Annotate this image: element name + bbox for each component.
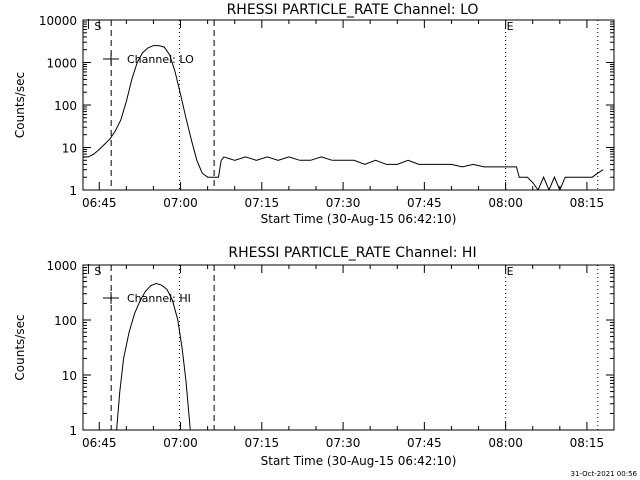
x-tick-label: 08:00 xyxy=(488,436,523,450)
plot-frame xyxy=(82,264,615,431)
legend-label: Channel: HI xyxy=(127,292,191,305)
footer-timestamp: 31-Oct-2021 00:56 xyxy=(571,470,638,478)
y-tick-label: 10 xyxy=(62,142,77,156)
x-tick-label: 07:15 xyxy=(245,436,280,450)
x-tick-label: 07:00 xyxy=(163,436,198,450)
y-tick-label: 1000 xyxy=(46,57,77,71)
x-tick-label: 07:00 xyxy=(163,196,198,210)
x-tick-label: 06:45 xyxy=(82,436,117,450)
y-axis-label: Counts/sec xyxy=(13,72,27,138)
x-tick-label: 06:45 xyxy=(82,196,117,210)
chart-title: RHESSI PARTICLE_RATE Channel: LO xyxy=(227,2,479,18)
y-tick-label: 100 xyxy=(54,314,77,328)
x-axis-label: Start Time (30-Aug-15 06:42:10) xyxy=(261,454,457,468)
plot-frame xyxy=(82,19,615,191)
x-tick-label: 07:15 xyxy=(245,196,280,210)
x-tick-label: 08:15 xyxy=(570,436,605,450)
x-tick-label: 07:45 xyxy=(407,196,442,210)
panel-lo: RHESSI PARTICLE_RATE Channel: LO Start Ti… xyxy=(13,2,615,226)
start-marker-label: S xyxy=(94,20,101,33)
x-tick-label: 08:15 xyxy=(570,196,605,210)
end-marker-label: E xyxy=(507,20,514,33)
series-line xyxy=(116,282,191,430)
x-axis-label: Start Time (30-Aug-15 06:42:10) xyxy=(261,212,457,226)
y-tick-label: 10 xyxy=(62,369,77,383)
legend-label: Channel: LO xyxy=(127,53,194,66)
chart-title: RHESSI PARTICLE_RATE Channel: HI xyxy=(228,245,476,261)
x-tick-label: 08:00 xyxy=(488,196,523,210)
series-line xyxy=(83,45,604,190)
x-tick-label: 07:30 xyxy=(326,436,361,450)
y-tick-label: 10000 xyxy=(39,14,77,28)
y-tick-label: 1 xyxy=(69,424,77,438)
y-tick-label: 100 xyxy=(54,99,77,113)
end-marker-label: E xyxy=(507,265,514,278)
y-axis-label: Counts/sec xyxy=(13,314,27,380)
x-tick-label: 07:30 xyxy=(326,196,361,210)
y-tick-label: 1000 xyxy=(46,259,77,273)
x-tick-label: 07:45 xyxy=(407,436,442,450)
panel-hi: RHESSI PARTICLE_RATE Channel: HI Start Ti… xyxy=(13,245,615,468)
y-tick-label: 1 xyxy=(69,184,77,198)
start-marker-label: S xyxy=(94,265,101,278)
